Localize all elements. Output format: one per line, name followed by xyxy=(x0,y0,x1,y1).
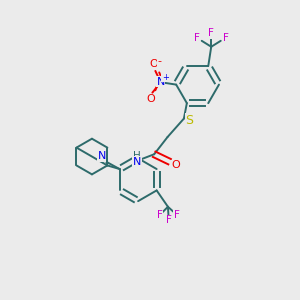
Text: F: F xyxy=(167,215,172,225)
Text: O: O xyxy=(149,59,158,69)
Text: N: N xyxy=(98,151,106,161)
Text: F: F xyxy=(194,33,200,43)
Text: F: F xyxy=(174,210,180,220)
Text: F: F xyxy=(157,210,163,220)
Text: F: F xyxy=(223,33,228,43)
Text: N: N xyxy=(133,157,141,167)
Text: H: H xyxy=(133,151,141,161)
Text: O: O xyxy=(146,94,155,104)
Text: +: + xyxy=(162,73,169,82)
Text: -: - xyxy=(158,56,161,66)
Text: F: F xyxy=(208,28,214,38)
Text: S: S xyxy=(185,114,193,127)
Text: O: O xyxy=(172,160,181,170)
Text: N: N xyxy=(157,76,165,87)
